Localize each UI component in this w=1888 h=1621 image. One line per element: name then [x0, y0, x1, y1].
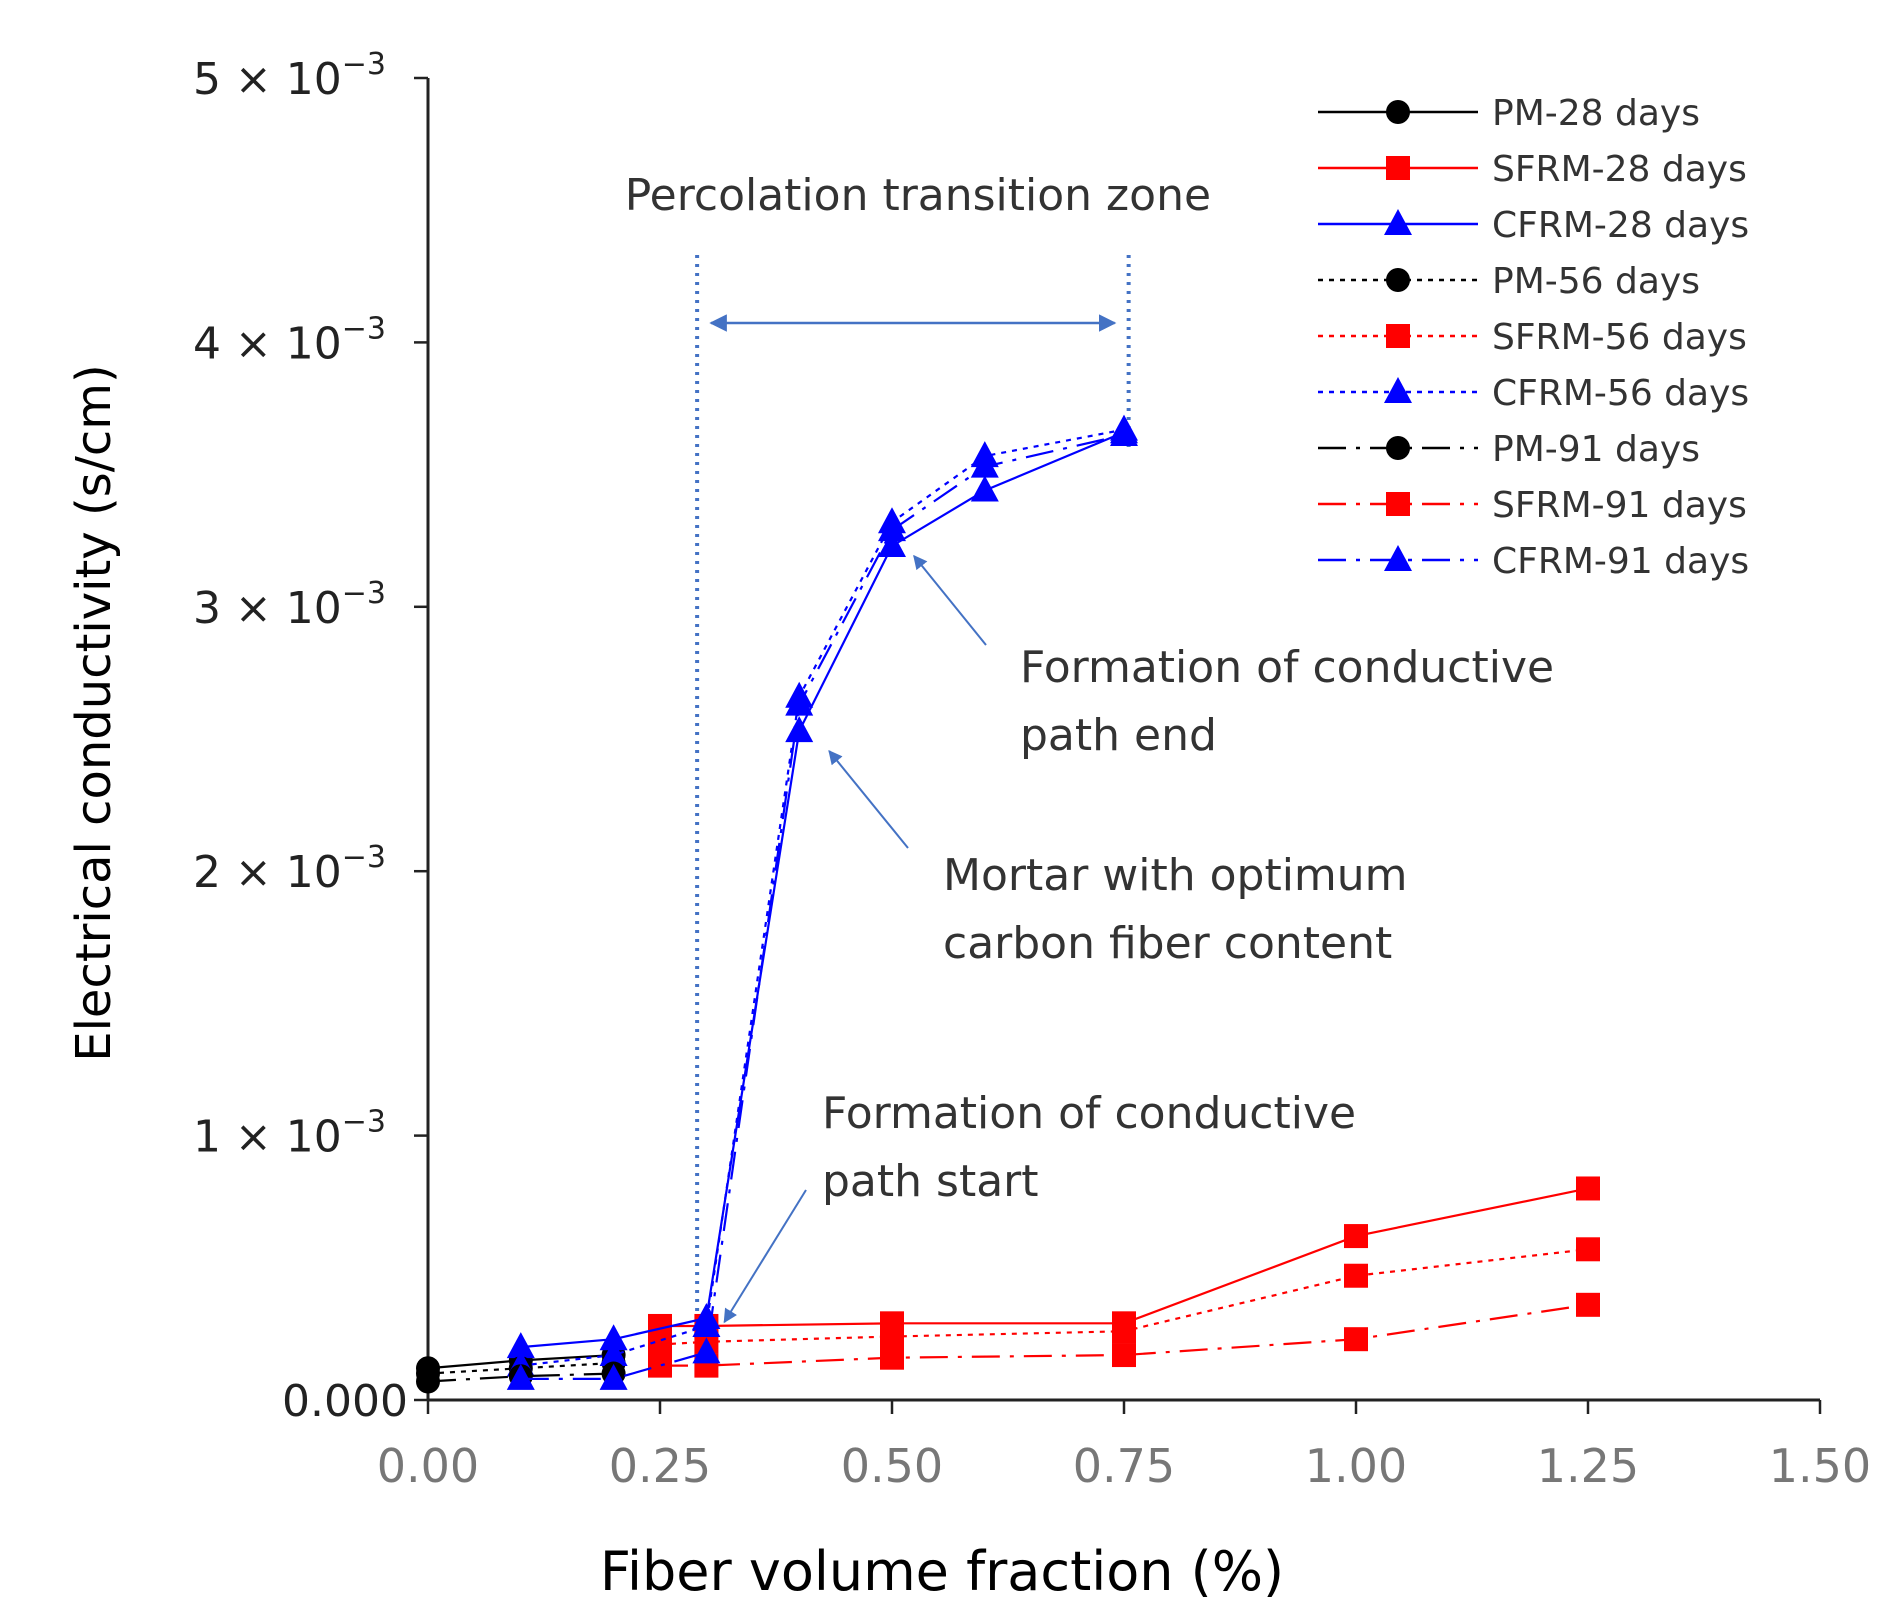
path-end-annotation-arrow: [913, 554, 987, 646]
path-start-annotation-arrow: [723, 1189, 807, 1324]
data-point-cfrm-91-days: [1110, 419, 1138, 446]
legend-marker: [1386, 156, 1410, 180]
path-start-annotation-label: Formation of conductive: [822, 1088, 1356, 1139]
legend-entry-label: PM-91 days: [1492, 429, 1700, 470]
data-point-sfrm-56-days: [1112, 1319, 1136, 1344]
legend-marker: [1386, 436, 1410, 460]
legend-entry-label: CFRM-91 days: [1492, 541, 1749, 582]
data-point-sfrm-56-days: [1576, 1237, 1600, 1262]
data-point-sfrm-91-days: [1576, 1292, 1600, 1317]
x-tick-label: 1.00: [1305, 1439, 1407, 1493]
data-point-cfrm-91-days: [785, 689, 814, 716]
y-axis-title: Electrical conductivity (s/cm): [66, 364, 122, 1062]
data-point-cfrm-28-days: [878, 530, 906, 557]
legend-entry-label: PM-28 days: [1492, 93, 1700, 134]
annotation-group: Percolation transition zone Formation of …: [625, 170, 1554, 1348]
y-tick-label: 3 × 10−3: [193, 576, 386, 634]
data-point-cfrm-91-days: [506, 1363, 535, 1390]
legend-entry-label: SFRM-56 days: [1492, 317, 1747, 358]
data-point-cfrm-28-days: [506, 1332, 535, 1359]
path-end-annotation-label: path end: [1020, 710, 1217, 761]
x-tick-label: 0.50: [841, 1439, 943, 1493]
data-point-sfrm-91-days: [880, 1345, 904, 1370]
data-point-sfrm-56-days: [648, 1332, 672, 1357]
data-point-sfrm-28-days: [1344, 1224, 1368, 1249]
legend-marker: [1386, 100, 1410, 124]
x-tick-label: 0.25: [609, 1439, 711, 1493]
x-axis-title: Fiber volume fraction (%): [600, 1540, 1284, 1603]
legend-entry-label: CFRM-28 days: [1492, 205, 1749, 246]
data-point-sfrm-56-days: [880, 1324, 904, 1349]
legend-entry-label: PM-56 days: [1492, 261, 1700, 302]
series-line-sfrm-28-days: [660, 1187, 1589, 1328]
data-point-sfrm-56-days: [1344, 1263, 1368, 1288]
optimum-content-annotation-label: Mortar with optimum: [943, 850, 1408, 901]
legend-marker: [1384, 377, 1412, 403]
x-tick-label: 0.75: [1073, 1439, 1175, 1493]
series-line-cfrm-91-days: [520, 433, 1125, 1380]
data-point-cfrm-28-days: [785, 716, 814, 743]
data-point-sfrm-28-days: [1576, 1176, 1600, 1201]
data-point-cfrm-91-days: [878, 515, 906, 542]
path-end-annotation-label: Formation of conductive: [1020, 642, 1554, 693]
data-point-cfrm-91-days: [692, 1337, 721, 1364]
legend: PM-28 days SFRM-28 days CFRM-28 days PM-56 …: [1318, 93, 1749, 582]
x-tick-label: 1.25: [1537, 1439, 1639, 1493]
legend-marker: [1386, 492, 1410, 516]
legend-marker: [1386, 268, 1410, 292]
y-tick-label: 1 × 10−3: [193, 1105, 386, 1163]
y-tick-label: 5 × 10−3: [193, 47, 386, 105]
series-line-sfrm-56-days: [659, 1248, 1589, 1346]
series-group: [416, 414, 1600, 1394]
optimum-content-annotation-arrow: [828, 749, 909, 849]
x-tick-label: 1.50: [1769, 1439, 1871, 1493]
legend-marker: [1386, 324, 1410, 348]
data-point-sfrm-91-days: [1344, 1327, 1368, 1352]
legend-entry-label: CFRM-56 days: [1492, 373, 1749, 414]
data-point-cfrm-56-days: [692, 1310, 721, 1337]
data-point-sfrm-91-days: [1112, 1343, 1136, 1368]
data-point-cfrm-28-days: [970, 475, 999, 502]
data-point-pm-91-days: [416, 1369, 440, 1394]
data-point-sfrm-91-days: [648, 1353, 672, 1378]
data-point-cfrm-91-days: [599, 1363, 628, 1390]
data-point-cfrm-91-days: [970, 451, 999, 478]
legend-marker: [1384, 545, 1412, 571]
optimum-content-annotation-label: carbon fiber content: [943, 918, 1392, 969]
transition-zone-label: Percolation transition zone: [625, 170, 1211, 221]
legend-entry-label: SFRM-91 days: [1492, 485, 1747, 526]
y-tick-label: 2 × 10−3: [193, 840, 386, 898]
data-point-cfrm-28-days: [599, 1324, 628, 1351]
y-tick-label: 0.000: [282, 1376, 408, 1427]
data-point-cfrm-56-days: [599, 1340, 628, 1367]
path-start-annotation-label: path start: [822, 1156, 1039, 1207]
legend-marker: [1384, 209, 1412, 235]
y-tick-label: 4 × 10−3: [193, 311, 386, 369]
legend-entry-label: SFRM-28 days: [1492, 149, 1747, 190]
x-tick-label: 0.00: [377, 1439, 479, 1493]
